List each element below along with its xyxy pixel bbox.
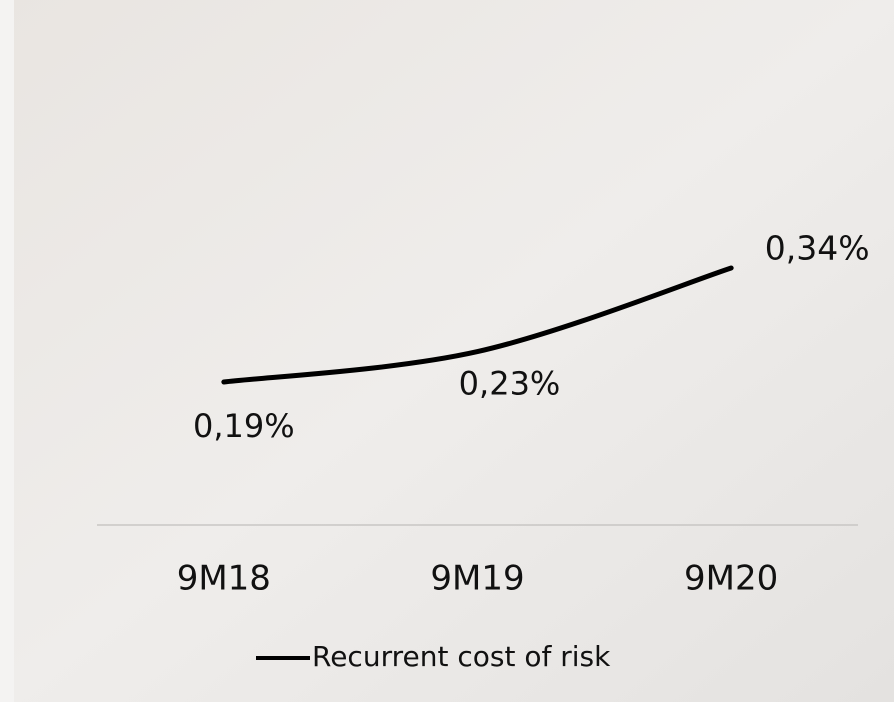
legend-label: Recurrent cost of risk xyxy=(312,640,611,673)
data-label: 0,23% xyxy=(459,365,561,403)
x-tick-label: 9M20 xyxy=(684,559,778,599)
data-label: 0,19% xyxy=(193,407,295,445)
x-tick-label: 9M19 xyxy=(430,559,524,599)
left-strip xyxy=(0,0,14,702)
x-tick-label: 9M18 xyxy=(177,559,271,599)
data-label: 0,34% xyxy=(765,229,870,268)
chart: 9M18 9M19 9M20 0,19% 0,23% 0,34% Recurrent cos… xyxy=(0,0,894,702)
page: {"chart_data": {"type": "line", "categor… xyxy=(0,0,894,702)
